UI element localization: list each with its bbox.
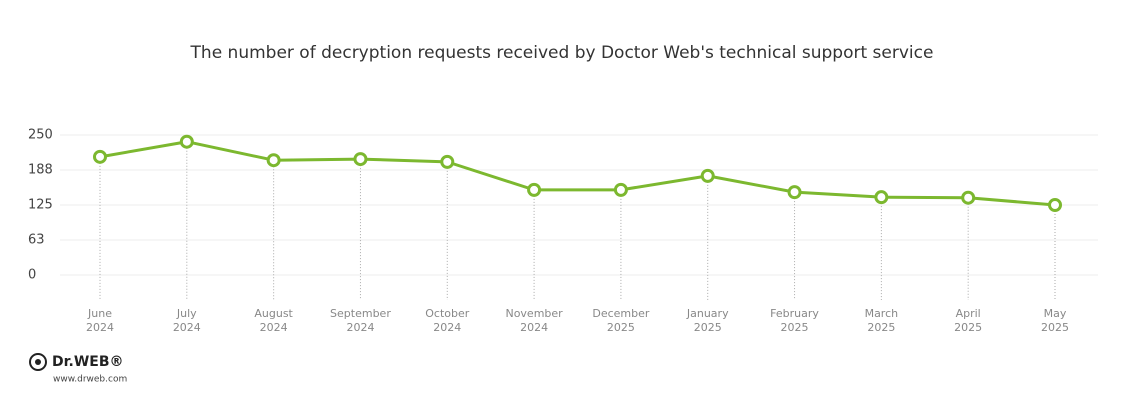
chart-title: The number of decryption requests receiv… xyxy=(190,43,934,63)
data-point xyxy=(266,153,281,168)
x-tick-label: September 2024 xyxy=(330,307,391,334)
x-tick-month: October xyxy=(425,307,469,320)
logo-icon xyxy=(29,353,47,371)
x-tick-year: 2025 xyxy=(607,321,635,334)
x-tick-year: 2024 xyxy=(173,321,201,334)
x-tick-year: 2024 xyxy=(86,321,114,334)
y-tick-label: 250 xyxy=(28,128,53,143)
data-point xyxy=(93,149,107,164)
x-tick-year: 2024 xyxy=(260,321,288,334)
x-tick-year: 2024 xyxy=(520,321,548,334)
x-tick-month: June xyxy=(87,307,112,320)
y-tick-label: 125 xyxy=(28,198,53,213)
x-tick-month: April xyxy=(956,307,981,320)
logo-url: www.drweb.com xyxy=(53,375,127,385)
x-tick-month: September xyxy=(330,307,391,320)
x-tick-label: July 2024 xyxy=(173,307,201,334)
x-tick-label: April 2025 xyxy=(954,307,982,334)
data-point xyxy=(700,168,715,183)
x-tick-month: November xyxy=(505,307,563,320)
x-tick-year: 2025 xyxy=(954,321,982,334)
data-line xyxy=(99,140,1056,207)
logo: Dr.WEB® www.drweb.com xyxy=(29,353,127,385)
x-tick-year: 2025 xyxy=(781,321,809,334)
y-tick-label: 0 xyxy=(28,268,36,283)
x-tick-month: December xyxy=(592,307,650,320)
x-tick-label: October 2024 xyxy=(425,307,469,334)
data-point xyxy=(1048,198,1062,212)
logo-icon-dot xyxy=(35,359,41,365)
x-tick-month: July xyxy=(176,307,197,320)
data-point xyxy=(440,154,455,169)
x-tick-label: January 2025 xyxy=(686,307,729,334)
data-point xyxy=(179,134,194,149)
x-tick-label: May 2025 xyxy=(1041,307,1069,334)
x-tick-year: 2025 xyxy=(694,321,722,334)
x-tick-month: May xyxy=(1044,307,1067,320)
x-tick-year: 2024 xyxy=(433,321,461,334)
data-point xyxy=(961,190,976,205)
data-point xyxy=(874,190,889,205)
x-tick-year: 2024 xyxy=(346,321,374,334)
y-tick-label: 188 xyxy=(28,163,53,178)
data-point xyxy=(613,182,628,197)
x-tick-label: February 2025 xyxy=(770,307,819,334)
y-tick-label: 63 xyxy=(28,233,45,248)
x-tick-year: 2025 xyxy=(867,321,895,334)
x-tick-label: June 2024 xyxy=(86,307,114,334)
x-tick-month: February xyxy=(770,307,819,320)
x-tick-month: January xyxy=(686,307,729,320)
x-tick-label: August 2024 xyxy=(254,307,293,334)
data-point xyxy=(353,152,368,167)
x-tick-label: November 2024 xyxy=(505,307,563,334)
logo-brand: Dr.WEB® xyxy=(52,354,124,370)
x-tick-year: 2025 xyxy=(1041,321,1069,334)
x-tick-label: March 2025 xyxy=(865,307,899,334)
data-point xyxy=(787,185,802,200)
x-tick-month: March xyxy=(865,307,899,320)
x-tick-month: August xyxy=(254,307,293,320)
x-tick-label: December 2025 xyxy=(592,307,650,334)
data-point xyxy=(527,182,542,197)
